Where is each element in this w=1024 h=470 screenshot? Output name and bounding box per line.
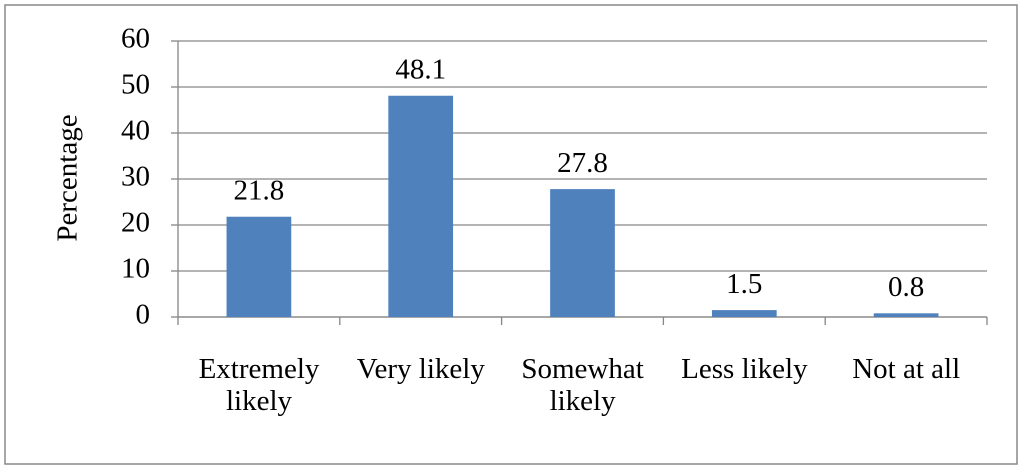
x-tick-label: Extremely likely [198,353,320,417]
y-tick-label: 50 [121,69,150,101]
x-tick-label: Somewhat likely [521,353,644,417]
bar [388,95,454,318]
bar [550,189,615,317]
y-axis-title: Percentage [52,114,84,241]
data-label: 0.8 [888,271,924,303]
bar [226,216,292,317]
x-tick-label: Less likely [681,353,808,385]
x-tick-label: Very likely [356,353,485,385]
y-tick-label: 0 [136,299,151,331]
data-label: 27.8 [557,147,608,179]
y-tick-label: 30 [121,161,150,193]
y-tick-label: 40 [121,115,150,147]
data-label: 1.5 [726,268,762,300]
bar [873,313,939,317]
bar [711,310,777,317]
chart-border [4,4,1018,465]
data-label: 48.1 [395,53,446,85]
y-tick-label: 20 [121,207,150,239]
y-tick-label: 60 [121,23,150,55]
y-tick-label: 10 [121,253,150,285]
data-label: 21.8 [234,174,285,206]
x-tick-label: Not at all [852,353,961,385]
